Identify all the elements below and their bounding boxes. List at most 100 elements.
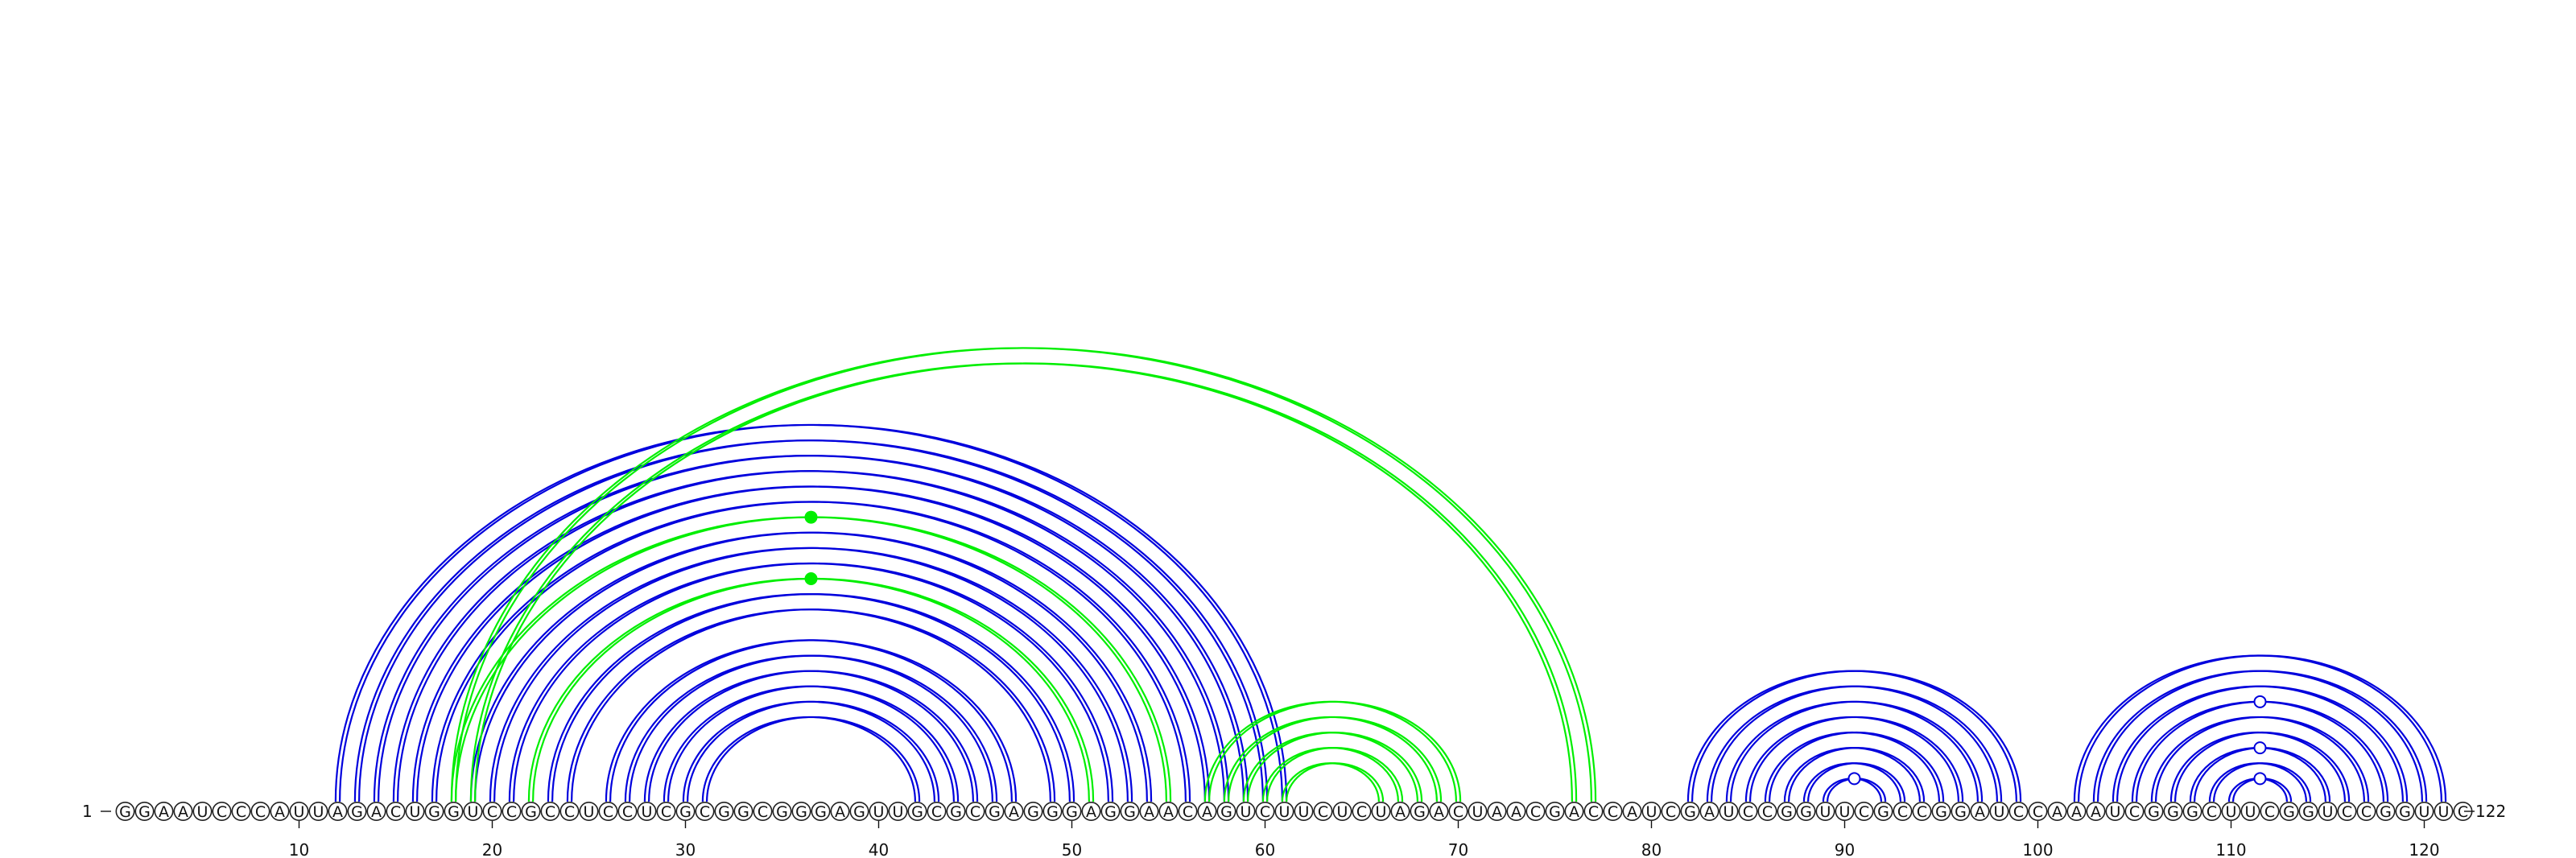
primary-structure-arc xyxy=(1711,685,2003,802)
nucleotide-circle xyxy=(1583,801,1604,821)
nucleotide-circle xyxy=(289,801,309,821)
nucleotide-circle xyxy=(424,801,444,821)
nucleotide-letter: U xyxy=(893,803,904,821)
nucleotide-circle xyxy=(1815,801,1835,821)
pair-marker xyxy=(804,571,818,585)
nucleotide-circle xyxy=(985,801,1005,821)
nucleotide-letter: C xyxy=(758,803,768,821)
nucleotide-circle xyxy=(1100,801,1121,821)
nucleotide-circle xyxy=(1332,801,1352,821)
nucleotide-letter: U xyxy=(1279,803,1290,821)
nucleotide: G xyxy=(791,801,811,821)
nucleotide-letter: G xyxy=(1800,803,1812,821)
nucleotide-circle xyxy=(1255,801,1275,821)
nucleotide: U xyxy=(2221,801,2241,821)
nucleotide: C xyxy=(2202,801,2222,821)
nucleotide: G xyxy=(521,801,541,821)
nucleotide-letter: U xyxy=(1337,803,1348,821)
nucleotide-circle xyxy=(1545,801,1565,821)
axis-tick-label: 100 xyxy=(2022,840,2053,858)
nucleotide-circle xyxy=(212,801,232,821)
nucleotide: U xyxy=(1719,801,1739,821)
nucleotide-circle xyxy=(1525,801,1546,821)
axis-tick-label: 30 xyxy=(675,840,696,858)
nucleotide: G xyxy=(1777,801,1797,821)
alternate-structure-arc xyxy=(1223,716,1438,802)
primary-structure-arc xyxy=(513,562,1114,802)
nucleotide: C xyxy=(2124,801,2145,821)
nucleotide-letter: G xyxy=(911,803,923,821)
primary-structure-arc xyxy=(493,547,1133,802)
nucleotide: C xyxy=(1255,801,1275,821)
nucleotide: C xyxy=(1912,801,1932,821)
nucleotide-letter: A xyxy=(2071,803,2082,821)
nucleotide-letter: G xyxy=(1549,803,1561,821)
nucleotide: A xyxy=(1506,801,1526,821)
nucleotide-circle xyxy=(521,801,541,821)
primary-structure-arc xyxy=(667,685,960,802)
primary-structure-arc xyxy=(436,501,1191,802)
nucleotide-circle xyxy=(1506,801,1526,821)
nucleotide-letter: C xyxy=(2342,803,2352,821)
nucleotide: A xyxy=(1970,801,1990,821)
nucleotide-letter: C xyxy=(1859,803,1869,821)
nucleotide-letter: U xyxy=(313,803,324,821)
nucleotide-circle xyxy=(347,801,367,821)
nucleotide: G xyxy=(1545,801,1565,821)
nucleotide-letter: U xyxy=(584,803,595,821)
primary-structure-arc xyxy=(474,531,1153,802)
nucleotide-circle xyxy=(2298,801,2318,821)
nucleotide-circle xyxy=(231,801,251,821)
nucleotide-circle xyxy=(366,801,386,821)
nucleotide-letter: C xyxy=(1588,803,1599,821)
nucleotide-letter: G xyxy=(2148,803,2160,821)
axis-tick-label: 90 xyxy=(1835,840,1855,858)
nucleotide-circle xyxy=(927,801,947,821)
nucleotide-circle xyxy=(695,801,715,821)
nucleotide-circle xyxy=(1042,801,1063,821)
primary-structure-arc xyxy=(551,592,1075,802)
nucleotide-letter: G xyxy=(2399,803,2411,821)
nucleotide-letter: U xyxy=(1839,803,1851,821)
nucleotide: U xyxy=(1989,801,2009,821)
nucleotide-letter: C xyxy=(931,803,942,821)
primary-structure-arc xyxy=(1744,716,1959,802)
axis-tick-label: 70 xyxy=(1448,840,1468,858)
nucleotide: C xyxy=(965,801,985,821)
nucleotide-letter: G xyxy=(1104,803,1117,821)
axis-tick-label: 80 xyxy=(1641,840,1662,858)
primary-structure-arc xyxy=(489,547,1129,802)
nucleotide: A xyxy=(173,801,193,821)
nucleotide-letter: A xyxy=(2052,803,2062,821)
nucleotide-circle xyxy=(1313,801,1333,821)
axis-tick-label: 50 xyxy=(1062,840,1082,858)
nucleotide-circle xyxy=(270,801,290,821)
nucleotide-circle xyxy=(2395,801,2415,821)
nucleotide-letter: U xyxy=(410,803,421,821)
nucleotide-letter: C xyxy=(2207,803,2217,821)
nucleotide: U xyxy=(308,801,328,821)
nucleotide-circle xyxy=(154,801,174,821)
nucleotide-circle xyxy=(1951,801,1971,821)
nucleotide: U xyxy=(637,801,657,821)
nucleotide-circle xyxy=(2028,801,2048,821)
nucleotide: C xyxy=(231,801,251,821)
nucleotide: C xyxy=(559,801,580,821)
nucleotide: G xyxy=(444,801,464,821)
nucleotide: C xyxy=(250,801,270,821)
primary-structure-arc xyxy=(2078,654,2447,802)
nucleotide: G xyxy=(2376,801,2396,821)
nucleotide: U xyxy=(1641,801,1662,821)
nucleotide-circle xyxy=(250,801,270,821)
nucleotide-circle xyxy=(1216,801,1236,821)
primary-structure-arc xyxy=(1749,716,1964,802)
nucleotide: C xyxy=(927,801,947,821)
primary-structure-arc xyxy=(1769,731,1945,802)
pair-marker xyxy=(804,510,818,524)
nucleotide-letter: U xyxy=(1646,803,1657,821)
nucleotide: A xyxy=(328,801,348,821)
nucleotide-letter: G xyxy=(1935,803,1947,821)
nucleotide-circle xyxy=(1796,801,1816,821)
nucleotide-letter: G xyxy=(119,803,131,821)
